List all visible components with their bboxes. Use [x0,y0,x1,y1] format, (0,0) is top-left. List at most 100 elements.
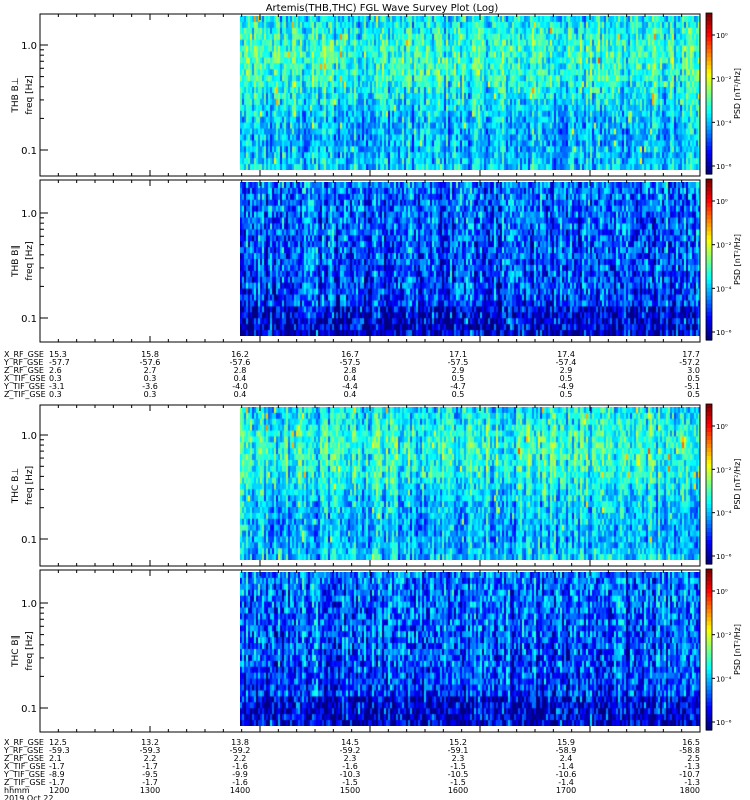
colorbar-swatch [706,605,712,610]
colorbar-swatch [706,117,712,123]
colorbar-swatch [706,69,712,74]
colorbar-tick-label: 10⁻⁶ [716,329,732,337]
colorbar-swatch [706,609,712,614]
table-cell: -57.4 [556,358,577,367]
table-cell: -4.4 [342,382,358,391]
table-cell: 0.4 [234,374,247,383]
colorbar-swatch [706,219,712,224]
colorbar-swatch [706,97,712,103]
colorbar-swatch [706,279,712,285]
table-row-label: Z_RF_GSE [4,754,44,763]
table-cell: 3.0 [687,366,700,375]
table-cell: 16.2 [231,350,249,359]
colorbar-swatch [706,560,712,565]
colorbar-swatch [706,323,712,329]
colorbar-swatch [706,689,712,695]
colorbar-swatch [706,673,712,679]
colorbar-swatch [706,191,712,196]
colorbar-swatch [706,444,712,449]
table-cell: 0.3 [144,374,157,383]
colorbar-swatch [706,141,712,147]
y-tick-label: 0.1 [21,314,37,325]
colorbar-label: PSD [nT²/Hz] [733,459,742,510]
colorbar-swatch [706,701,712,707]
colorbar-swatch [706,101,712,107]
colorbar-swatch [706,569,712,574]
table-cell: 13.8 [231,738,249,747]
colorbar-swatch [706,448,712,453]
colorbar-swatch [706,243,712,249]
colorbar-swatch [706,657,712,663]
table-cell: 1500 [340,786,360,795]
colorbar-swatch [706,85,712,91]
colorbar-swatch [706,468,712,473]
colorbar-tick-label: 10⁰ [716,423,728,431]
table-cell: -3.1 [49,382,65,391]
y-tick-label: 1.0 [21,599,37,610]
table-row-label: Y_TIF_GSE [3,770,45,779]
colorbar-label: PSD [nT²/Hz] [733,624,742,675]
colorbar-swatch [706,255,712,261]
colorbar-swatch [706,77,712,83]
colorbar-swatch [706,705,712,711]
colorbar-swatch [706,408,712,413]
colorbar-swatch [706,589,712,594]
table-cell: 15.8 [141,350,159,359]
colorbar-swatch [706,125,712,131]
colorbar-swatch [706,259,712,265]
table-cell: -1.6 [232,762,248,771]
panel-ylabel: freq [Hz] [25,75,35,114]
colorbar-swatch [706,641,712,647]
table-cell: 0.4 [234,390,247,399]
colorbar-swatch [706,49,712,54]
colorbar-label: PSD [nT²/Hz] [733,68,742,119]
colorbar-swatch [706,669,712,675]
y-tick-label: 1.0 [21,431,37,442]
panel-ylabel: freq [Hz] [25,241,35,280]
colorbar-swatch [706,524,712,529]
colorbar-swatch [706,145,712,151]
colorbar-swatch [706,633,712,639]
table-cell: 15.3 [49,350,67,359]
table-cell: -57.6 [140,358,161,367]
table-cell: 0.3 [49,390,62,399]
table-cell: -1.7 [142,762,158,771]
colorbar-swatch [706,105,712,111]
table-row-label: Y_TIF_GSE [3,382,45,391]
colorbar-swatch [706,263,712,269]
colorbar-swatch [706,593,712,598]
colorbar-swatch [706,412,712,417]
table-cell: 1600 [448,786,468,795]
colorbar-swatch [706,472,712,477]
colorbar-swatch [706,81,712,87]
table-cell: -10.6 [556,770,577,779]
table-cell: 0.5 [560,374,573,383]
ephemeris-tables: X_RF_GSEY_RF_GSEZ_RF_GSEX_TIF_GSEY_TIF_G… [3,350,700,800]
colorbar: 10⁰ 10⁻² 10⁻⁴ 10⁻⁶ PSD [nT²/Hz] [705,403,742,565]
colorbar-swatch [706,41,712,46]
table-cell: -1.7 [49,778,65,787]
colorbar-swatch [706,693,712,699]
colorbar-frame [705,568,713,731]
table-cell: 13.2 [141,738,159,747]
colorbar-swatch [706,436,712,441]
colorbar-tick-label: 10⁰ [716,32,728,40]
colorbar-swatch [706,109,712,115]
colorbar-swatch [706,420,712,425]
spectrogram-panel: 1.0 0.1 THC B⊥ freq [Hz] 10⁰ 10⁻² 10⁻⁴ 10⁻⁶ PSD … [11,403,742,567]
colorbar-swatch [706,299,712,305]
table-cell: -59.2 [340,746,361,755]
table-cell: 17.1 [449,350,467,359]
colorbar-swatch [706,597,712,602]
colorbar-swatch [706,685,712,691]
spectrogram-image [240,407,700,560]
colorbar-swatch [706,577,712,582]
table-cell: -1.5 [342,778,358,787]
colorbar-swatch [706,721,712,727]
table-cell: 0.4 [344,374,357,383]
table-cell: -58.9 [556,746,577,755]
y-tick-label: 0.1 [21,535,37,546]
colorbar-swatch [706,235,712,240]
colorbar-swatch [706,199,712,204]
